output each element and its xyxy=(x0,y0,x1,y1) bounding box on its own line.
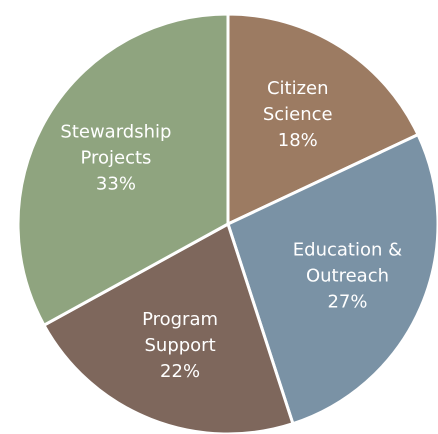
slice-name-line: Science xyxy=(263,104,333,125)
slice-name-line: Outreach xyxy=(306,266,389,287)
slice-name-line: Citizen xyxy=(267,78,329,99)
slice-name-line: Program xyxy=(142,309,218,330)
slice-name-line: Education & xyxy=(293,240,402,261)
pie-slices xyxy=(18,14,438,434)
slice-name-line: Support xyxy=(144,335,215,356)
slice-value-label: 33% xyxy=(96,174,136,195)
slice-value-label: 18% xyxy=(278,130,318,151)
slice-name-line: Projects xyxy=(80,148,151,169)
slice-value-label: 22% xyxy=(160,361,200,382)
slice-value-label: 27% xyxy=(327,292,367,313)
slice-name-line: Stewardship xyxy=(60,122,171,143)
